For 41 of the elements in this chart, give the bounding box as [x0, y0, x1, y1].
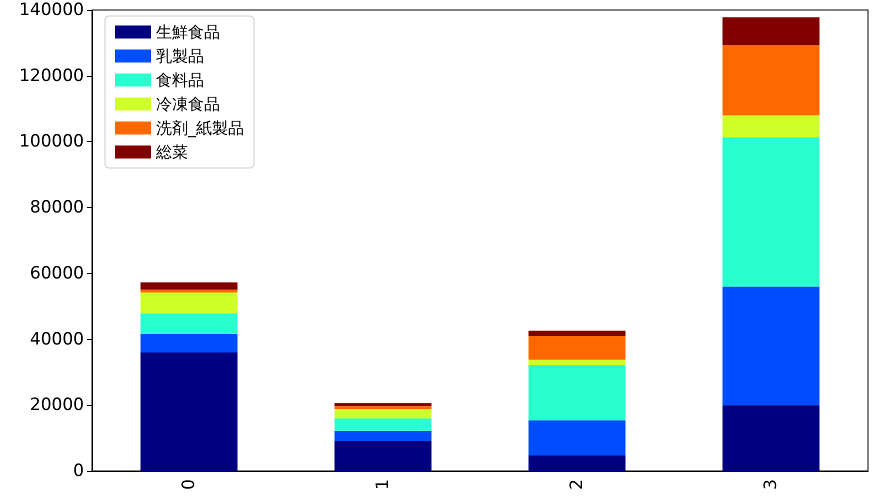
bar — [722, 405, 820, 471]
bar — [334, 409, 432, 418]
bar — [334, 403, 432, 406]
legend-label: 生鮮食品 — [156, 22, 220, 42]
bar — [722, 286, 820, 406]
bar — [722, 115, 820, 138]
legend-label: 総菜 — [155, 142, 188, 162]
legend-label: 食料品 — [156, 70, 204, 90]
bar — [140, 352, 238, 471]
y-tick-label: 120000 — [19, 66, 84, 86]
bar — [334, 430, 432, 442]
bar — [334, 418, 432, 431]
bar — [140, 282, 238, 290]
y-tick-label: 20000 — [30, 395, 84, 416]
bar — [528, 360, 626, 365]
bar — [722, 17, 820, 46]
bar — [528, 336, 626, 360]
bar — [140, 334, 238, 352]
x-tick-label: 1 — [373, 479, 393, 490]
y-tick-label: 100000 — [19, 132, 84, 152]
bar — [140, 292, 238, 314]
bar — [140, 290, 238, 293]
bar — [722, 137, 820, 287]
bar — [334, 406, 432, 410]
y-tick-label: 60000 — [30, 263, 84, 284]
bar — [528, 330, 626, 336]
bar — [334, 441, 432, 471]
x-tick-label: 0 — [179, 479, 199, 490]
y-tick-label: 140000 — [19, 0, 84, 20]
bar — [722, 45, 820, 116]
y-tick-label: 40000 — [30, 329, 84, 350]
bar — [140, 313, 238, 334]
bar — [528, 456, 626, 471]
bar — [528, 420, 626, 456]
y-tick-label: 80000 — [30, 198, 84, 218]
legend-label: 冷凍食品 — [156, 94, 220, 114]
x-tick-label: 3 — [761, 479, 781, 490]
legend-label: 乳製品 — [156, 46, 204, 66]
bar — [528, 364, 626, 420]
legend-label: 洗剤_紙製品 — [156, 118, 244, 138]
x-tick-label: 2 — [567, 479, 587, 490]
